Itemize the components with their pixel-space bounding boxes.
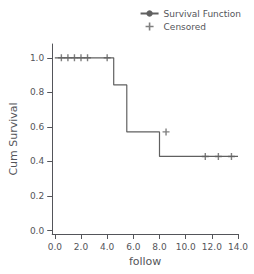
svg-text:6.0: 6.0 (126, 242, 141, 252)
svg-text:8.0: 8.0 (152, 242, 167, 252)
svg-text:0.0: 0.0 (30, 226, 45, 236)
svg-text:0.4: 0.4 (30, 156, 45, 166)
svg-text:2.0: 2.0 (74, 242, 89, 252)
svg-text:Survival Function: Survival Function (164, 9, 241, 19)
svg-text:0.8: 0.8 (30, 87, 45, 97)
svg-text:0.6: 0.6 (30, 122, 45, 132)
svg-text:0.0: 0.0 (48, 242, 63, 252)
svg-text:Censored: Censored (164, 22, 206, 32)
svg-text:4.0: 4.0 (100, 242, 115, 252)
svg-text:12.0: 12.0 (202, 242, 222, 252)
svg-text:0.2: 0.2 (30, 191, 44, 201)
svg-text:10.0: 10.0 (176, 242, 196, 252)
svg-text:14.0: 14.0 (228, 242, 248, 252)
svg-text:1.0: 1.0 (30, 53, 45, 63)
svg-text:follow: follow (129, 255, 161, 268)
svg-text:Cum Survival: Cum Survival (7, 102, 20, 175)
